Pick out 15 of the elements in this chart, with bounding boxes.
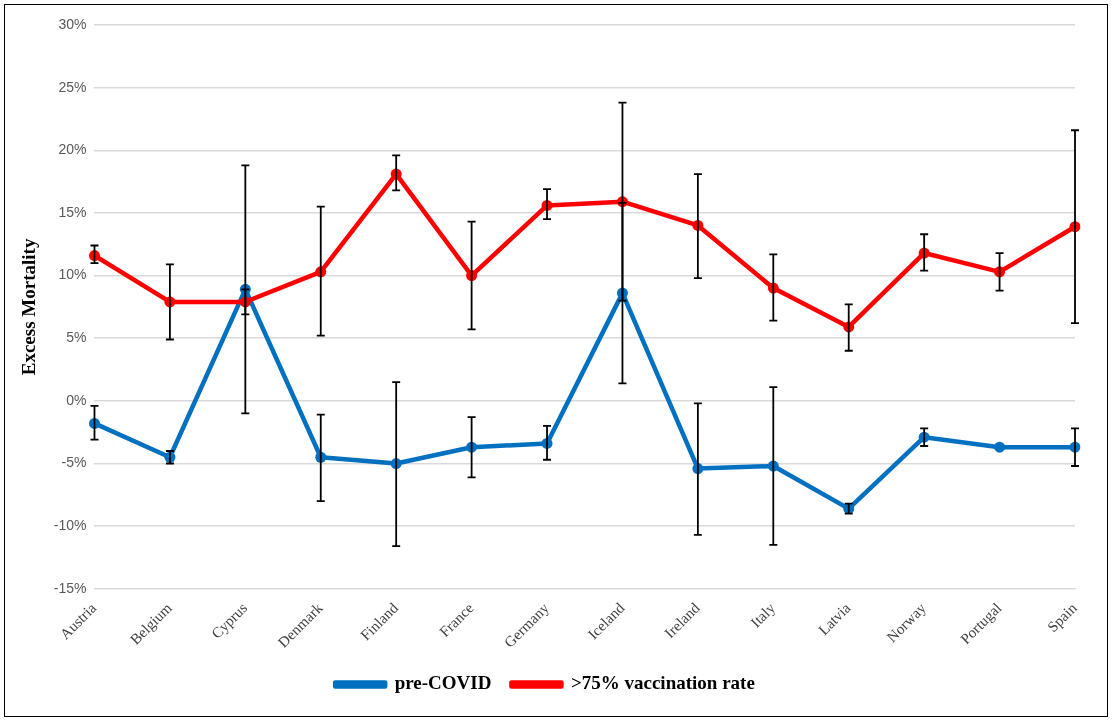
y-tick-label: -5%: [61, 454, 87, 471]
y-tick-label: -15%: [53, 579, 87, 596]
y-tick-label: 10%: [58, 266, 87, 283]
y-tick-label: 5%: [66, 329, 87, 346]
y-axis-title: Excess Mortality: [18, 238, 40, 376]
x-tick-label: Italy: [747, 599, 779, 631]
y-tick-label: 25%: [58, 78, 87, 95]
legend-label: >75% vaccination rate: [570, 672, 755, 694]
y-tick-label: 20%: [58, 141, 87, 158]
y-tick-label: 30%: [58, 15, 87, 32]
legend-label: pre-COVID: [394, 672, 492, 694]
y-tick-label: 0%: [66, 391, 87, 408]
point: [994, 441, 1006, 453]
y-tick-label: 15%: [58, 203, 87, 220]
y-tick-label: -10%: [53, 517, 87, 534]
